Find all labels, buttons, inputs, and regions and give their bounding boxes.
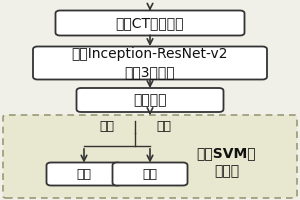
Text: 基于Inception-ResNet-v2
提取3个特征: 基于Inception-ResNet-v2 提取3个特征 (72, 47, 228, 79)
FancyBboxPatch shape (56, 10, 244, 36)
Text: 辨识: 辨识 (156, 120, 171, 134)
Text: 分类: 分类 (76, 168, 92, 180)
FancyBboxPatch shape (3, 115, 297, 198)
Text: 特征融合: 特征融合 (133, 93, 167, 107)
FancyBboxPatch shape (46, 162, 122, 186)
FancyBboxPatch shape (33, 46, 267, 79)
FancyBboxPatch shape (112, 162, 188, 186)
Text: 基于CT生成语图: 基于CT生成语图 (116, 16, 184, 30)
Text: 训练: 训练 (99, 120, 114, 134)
Text: 分类: 分类 (142, 168, 158, 180)
Text: 基于SVM的
分类器: 基于SVM的 分类器 (197, 146, 256, 178)
FancyBboxPatch shape (76, 88, 224, 112)
